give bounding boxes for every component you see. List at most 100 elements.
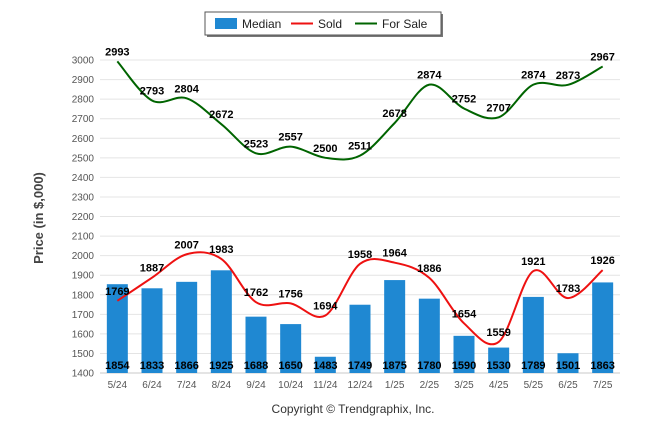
legend-label: Median [242, 17, 281, 31]
bar [418, 298, 440, 373]
bar-value-label: 1854 [105, 360, 130, 372]
legend-label: For Sale [382, 17, 428, 31]
copyright-credit: Copyright © Trendgraphix, Inc. [272, 402, 435, 416]
x-tick-label: 8/24 [212, 380, 232, 391]
bar-value-label: 1789 [521, 360, 545, 372]
bar-value-label: 1483 [313, 360, 337, 372]
bar-value-label: 1780 [417, 360, 441, 372]
y-tick-label: 2100 [72, 232, 95, 243]
bar-value-label: 1875 [382, 360, 406, 372]
legend-swatch-median [215, 18, 237, 29]
bar-value-label: 1590 [452, 360, 476, 372]
sold-value-label: 1926 [590, 255, 614, 267]
bar [453, 335, 475, 373]
data-labels: 1854 1833 1866 1925 1688 1650 1483 1749 1875 1780… [105, 46, 615, 372]
for-sale-value-label: 2678 [382, 108, 406, 120]
bar-value-label: 1863 [590, 360, 614, 372]
bar [176, 281, 198, 373]
bar-value-label: 1833 [140, 360, 164, 372]
bar [557, 353, 579, 373]
bar-value-label: 1925 [209, 360, 233, 372]
y-tick-label: 1500 [72, 349, 95, 360]
x-tick-label: 6/25 [558, 380, 578, 391]
bar [349, 304, 371, 373]
legend: Median Sold For Sale [204, 11, 443, 37]
y-tick-label: 2600 [72, 134, 95, 145]
bar [141, 288, 163, 373]
x-tick-label: 12/24 [347, 380, 372, 391]
y-axis-label: Price (in $,000) [31, 172, 46, 264]
for-sale-value-label: 2511 [348, 141, 372, 153]
sold-value-label: 1886 [417, 263, 441, 275]
y-tick-label: 2000 [72, 251, 95, 262]
sold-value-label: 1769 [105, 286, 129, 298]
x-tick-label: 6/24 [142, 380, 162, 391]
for-sale-value-label: 2500 [313, 143, 337, 155]
x-tick-label: 5/24 [108, 380, 128, 391]
for-sale-value-label: 2557 [278, 132, 302, 144]
bar [245, 316, 267, 373]
for-sale-value-label: 2672 [209, 109, 233, 121]
bar-value-label: 1688 [244, 360, 268, 372]
x-tick-label: 2/25 [420, 380, 440, 391]
bar-value-label: 1501 [556, 360, 580, 372]
y-tick-label: 2200 [72, 212, 95, 223]
for-sale-value-label: 2707 [486, 102, 510, 114]
bar [488, 347, 510, 373]
sold-value-label: 1762 [244, 287, 268, 299]
x-tick-label: 10/24 [278, 380, 303, 391]
bar [384, 280, 406, 373]
legend-label: Sold [318, 17, 342, 31]
sold-value-label: 1654 [452, 308, 477, 320]
for-sale-value-label: 2874 [521, 70, 546, 82]
y-tick-label: 2800 [72, 95, 95, 106]
sold-value-label: 1783 [556, 283, 580, 295]
y-axis-ticks: 1400 1500 1600 1700 1800 1900 2000 2100 2200 2300… [72, 56, 95, 380]
sold-value-label: 1921 [521, 256, 545, 268]
y-tick-label: 2900 [72, 75, 95, 86]
bar-value-label: 1749 [348, 360, 372, 372]
for-sale-value-label: 2967 [590, 51, 614, 63]
for-sale-value-label: 2874 [417, 70, 442, 82]
sold-value-label: 1694 [313, 300, 338, 312]
y-tick-label: 3000 [72, 56, 95, 67]
sold-value-label: 1559 [486, 327, 510, 339]
y-tick-label: 2300 [72, 192, 95, 203]
y-tick-label: 1400 [72, 369, 95, 380]
sold-value-label: 1887 [140, 263, 164, 275]
for-sale-value-label: 2523 [244, 138, 268, 150]
x-tick-label: 7/24 [177, 380, 197, 391]
bar [280, 324, 302, 373]
for-sale-value-label: 2804 [174, 83, 199, 95]
y-tick-label: 1800 [72, 290, 95, 301]
x-tick-label: 11/24 [313, 380, 338, 391]
for-sale-line [116, 60, 604, 161]
for-sale-value-label: 2752 [452, 94, 476, 106]
x-tick-label: 3/25 [454, 380, 474, 391]
sold-value-label: 1958 [348, 249, 372, 261]
x-tick-label: 7/25 [593, 380, 613, 391]
legend-box [204, 11, 442, 36]
bar [522, 296, 544, 373]
sold-value-label: 2007 [174, 239, 198, 251]
x-tick-label: 9/24 [246, 380, 266, 391]
x-tick-label: 4/25 [489, 380, 509, 391]
x-tick-label: 1/25 [385, 380, 405, 391]
y-tick-label: 1600 [72, 329, 95, 340]
sold-value-label: 1964 [382, 248, 407, 260]
bar [314, 356, 336, 373]
sold-value-label: 1756 [278, 288, 302, 300]
y-tick-label: 1700 [72, 310, 95, 321]
bar-value-label: 1530 [486, 360, 510, 372]
bar [106, 284, 128, 373]
bars [106, 270, 614, 373]
lines [116, 60, 604, 346]
y-tick-label: 2400 [72, 173, 95, 184]
y-tick-label: 2500 [72, 153, 95, 164]
bar [592, 282, 614, 373]
bar-value-label: 1866 [174, 360, 198, 372]
for-sale-value-label: 2793 [140, 85, 164, 97]
x-axis-ticks: 5/24 6/24 7/24 8/24 9/24 10/24 11/24 12/24 1/25 2… [108, 380, 613, 391]
for-sale-value-label: 2993 [105, 46, 129, 58]
